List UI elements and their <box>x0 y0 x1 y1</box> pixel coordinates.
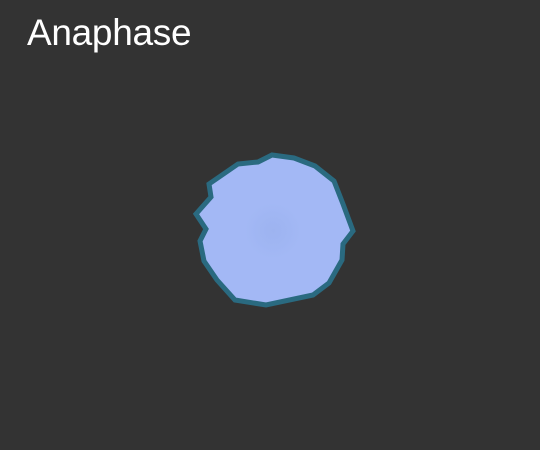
nucleus-region <box>245 203 301 259</box>
phase-title: Anaphase <box>27 12 192 53</box>
